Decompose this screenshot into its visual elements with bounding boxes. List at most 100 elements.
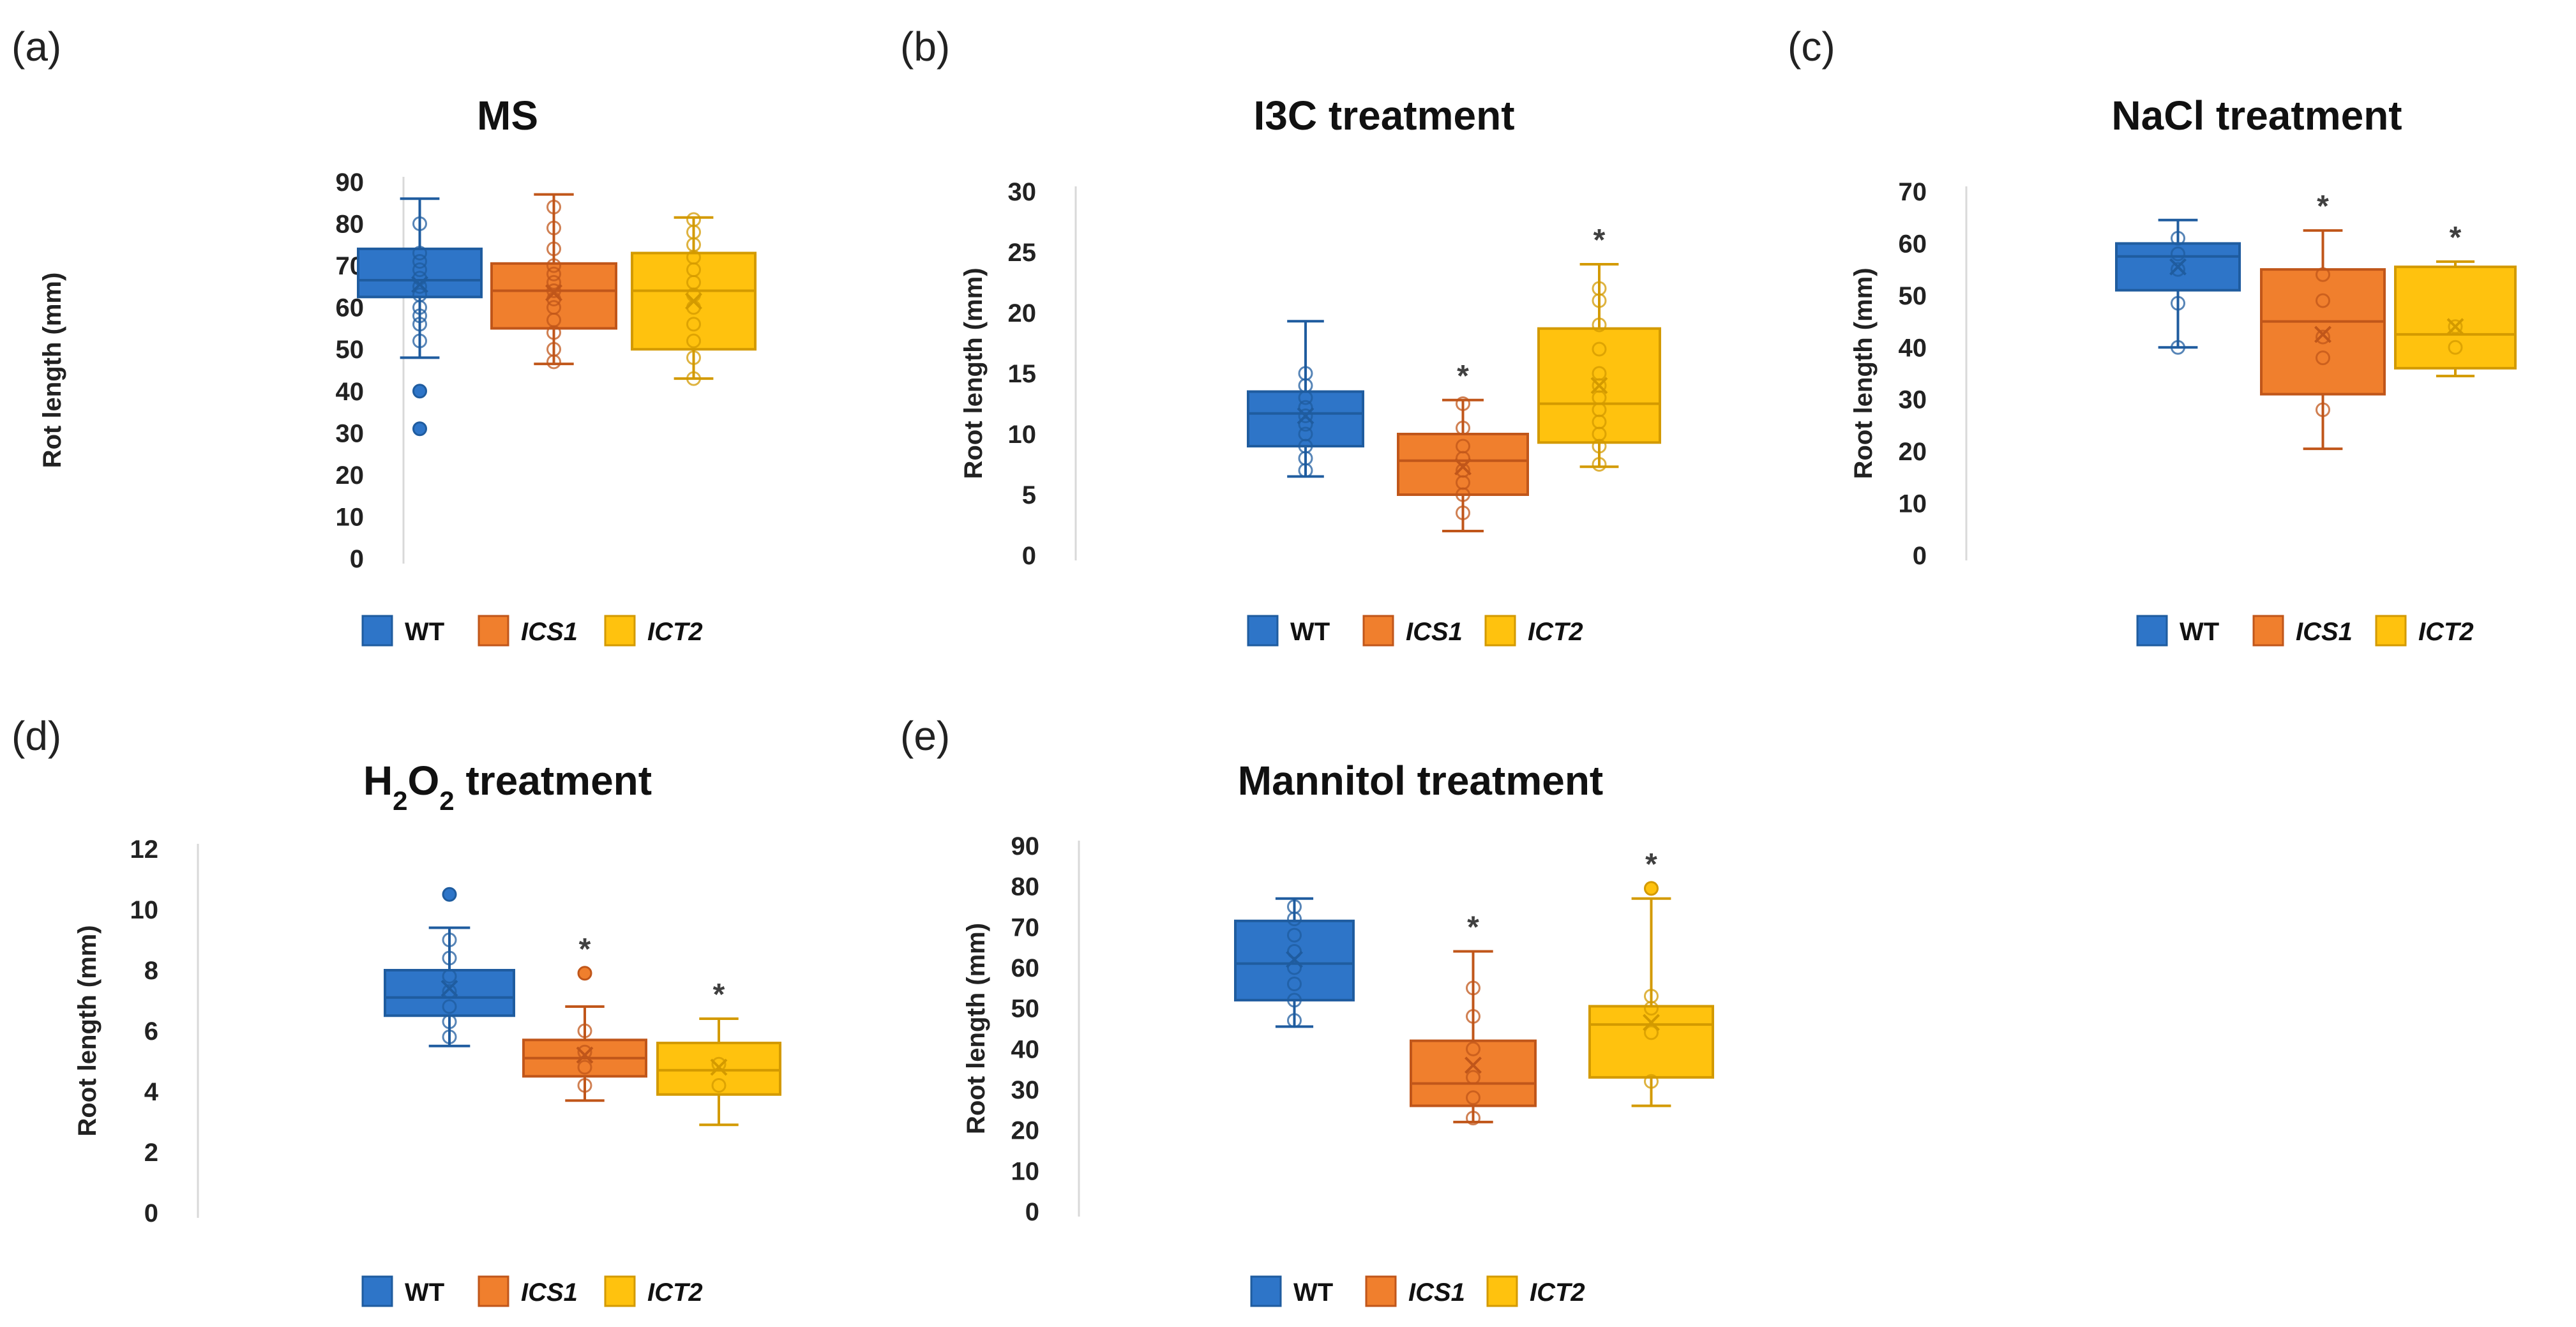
legend-label: ICT2 [647, 618, 703, 646]
data-point [577, 1078, 592, 1093]
mean-marker [1465, 1056, 1482, 1074]
data-point [1287, 927, 1302, 943]
box-ics1 [490, 193, 617, 370]
data-point [577, 1023, 592, 1038]
y-tick-label: 20 [336, 461, 365, 490]
data-point [442, 1030, 457, 1044]
legend-swatch [1484, 615, 1516, 647]
box-wt [384, 887, 515, 1047]
data-point [1466, 1041, 1480, 1056]
legend-item-wt: WT [1247, 615, 1330, 647]
mean-marker [1643, 1014, 1660, 1031]
y-tick-label: 5 [1022, 481, 1036, 509]
mean-marker [576, 1046, 594, 1064]
box-wt [2115, 218, 2241, 355]
data-point [1644, 989, 1659, 1004]
outlier-point [1644, 881, 1659, 896]
legend-item-ics1: ICS1 [1362, 615, 1463, 647]
data-point [412, 287, 427, 303]
box-ics1: * [1397, 359, 1529, 532]
data-point [546, 341, 561, 357]
legend-swatch [1250, 1275, 1282, 1307]
data-point [1466, 1070, 1480, 1085]
box-ict2 [631, 212, 757, 386]
y-tick-label: 20 [1899, 438, 1927, 466]
legend-swatch [1362, 615, 1394, 647]
data-point [546, 274, 561, 290]
y-tick-label: 50 [1899, 282, 1927, 310]
legend-swatch [604, 1275, 636, 1307]
y-tick-label: 6 [144, 1017, 158, 1046]
data-point [1592, 281, 1607, 296]
iqr-box [490, 262, 617, 330]
mean-marker [2169, 258, 2187, 276]
box-ics1: * [522, 933, 647, 1102]
legend-swatch [478, 615, 509, 647]
data-point [442, 969, 457, 984]
legend-item-ics1: ICS1 [478, 1275, 578, 1307]
data-point [2171, 340, 2185, 355]
data-point [2171, 262, 2185, 277]
mean-marker [2446, 318, 2464, 336]
legend-swatch [361, 1275, 393, 1307]
legend-swatch [361, 615, 393, 647]
y-tick-label: 10 [1008, 421, 1037, 449]
chart-title: H2O2 treatment [363, 758, 652, 816]
data-point [1456, 421, 1470, 435]
data-point [1592, 457, 1607, 472]
data-point [686, 333, 701, 349]
data-point [2448, 319, 2463, 334]
chart-panel-b: (b) I3C treatment Root length (mm) 0 5 10 15 20… [900, 24, 1661, 647]
legend-label: ICS1 [1406, 618, 1463, 646]
data-point [686, 350, 701, 365]
legend: WT ICS1 ICT2 [361, 615, 703, 647]
data-point [412, 279, 427, 294]
panel-label: (c) [1788, 24, 1835, 70]
mean-marker [710, 1058, 728, 1076]
legend-swatch [1365, 1275, 1397, 1307]
chart-title: MS [477, 93, 538, 139]
legend: WT ICS1 ICT2 [2136, 615, 2474, 647]
y-tick-label: 60 [1899, 230, 1927, 258]
legend-item-ics1: ICS1 [2252, 615, 2353, 647]
y-tick-label: 30 [1899, 386, 1927, 414]
y-tick-label: 20 [1011, 1117, 1040, 1145]
significance-marker: * [2450, 221, 2462, 255]
y-tick-label: 70 [1011, 913, 1040, 941]
outlier-point [442, 887, 457, 902]
box-wt [1247, 320, 1364, 478]
panel-label: (d) [11, 713, 61, 759]
legend-item-ics1: ICS1 [1365, 1275, 1465, 1307]
legend-label: WT [2180, 618, 2219, 646]
legend-swatch [2375, 615, 2407, 647]
legend-label: ICT2 [1530, 1278, 1585, 1307]
data-point [686, 212, 701, 227]
y-tick-label: 30 [1011, 1076, 1040, 1104]
chart-title: NaCl treatment [2111, 93, 2402, 139]
data-point [442, 1014, 457, 1030]
data-point [711, 1078, 727, 1093]
y-tick-label: 15 [1008, 360, 1037, 388]
y-tick-label: 40 [1899, 334, 1927, 362]
y-tick-label: 70 [1899, 178, 1927, 206]
mean-marker [411, 276, 428, 294]
y-axis-label: Root length (mm) [960, 267, 988, 479]
data-point [1644, 1074, 1659, 1089]
data-point [2316, 329, 2330, 345]
iqr-box [1588, 1005, 1714, 1079]
legend-swatch [2136, 615, 2168, 647]
significance-marker: * [713, 978, 725, 1012]
legend-swatch [2252, 615, 2284, 647]
chart-panel-d: (d) H2O2 treatment Root length (mm) 0 2 4 6 8 10… [11, 713, 781, 1307]
data-point [412, 333, 427, 349]
data-point [442, 950, 457, 966]
legend-swatch [1486, 1275, 1518, 1307]
data-point [2316, 267, 2330, 282]
y-tick-label: 40 [336, 378, 365, 406]
data-point [1466, 1111, 1480, 1126]
box-ict2: * [2394, 221, 2517, 378]
box-ics1: * [1410, 911, 1537, 1126]
data-point [1456, 439, 1470, 454]
y-tick-label: 60 [336, 294, 365, 322]
box-wt [1234, 897, 1355, 1028]
